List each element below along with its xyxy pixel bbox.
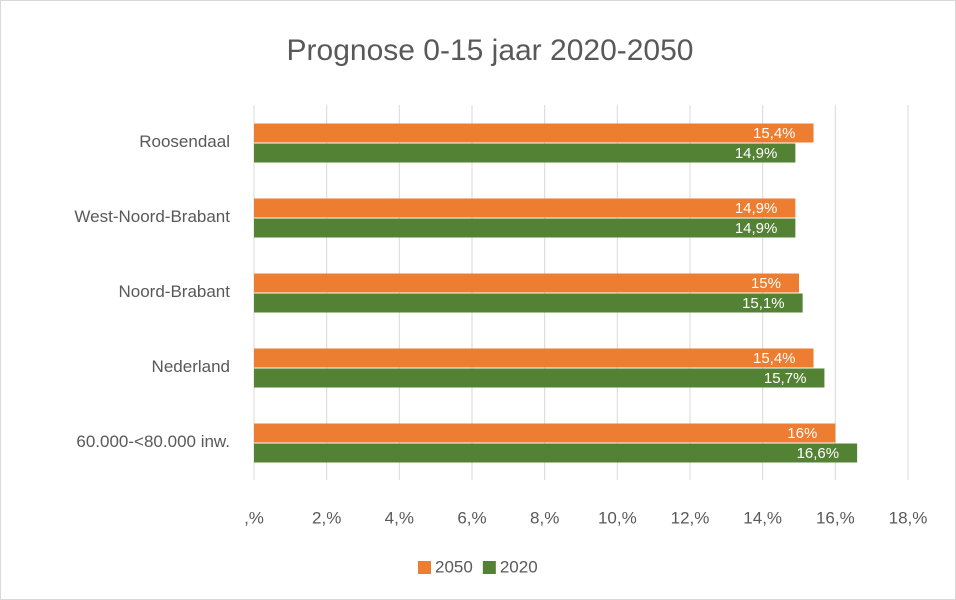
bar [254,423,836,443]
bar [254,143,796,163]
bar [254,443,858,463]
x-tick-label: ,% [244,508,264,527]
legend-swatch [482,561,496,574]
x-tick-label: 2,% [312,508,341,527]
data-label: 16% [787,425,817,442]
x-tick-label: 10,% [598,508,637,527]
y-tick-label: Noord-Brabant [118,282,230,301]
legend-label: 2050 [435,557,473,576]
bar [254,368,825,388]
legend-label: 2020 [500,557,538,576]
x-tick-label: 14,% [743,508,782,527]
data-label: 15,4% [753,350,796,367]
legend-swatch [418,561,431,574]
data-label: 16,6% [797,445,840,462]
x-tick-label: 4,% [385,508,414,527]
bar [254,218,796,238]
x-tick-label: 16,% [816,508,855,527]
y-tick-label: 60.000-<80.000 inw. [76,432,230,451]
data-label: 15,1% [742,295,785,312]
x-tick-label: 18,% [889,508,928,527]
x-tick-label: 6,% [457,508,486,527]
y-tick-label: Roosendaal [139,132,230,151]
data-label: 15,7% [764,370,807,387]
data-label: 14,9% [735,145,778,162]
x-tick-label: 8,% [530,508,559,527]
bar [254,273,799,293]
bar [254,198,796,218]
bar [254,293,803,313]
data-label: 15% [751,275,781,292]
y-tick-label: West-Noord-Brabant [74,207,230,226]
data-label: 14,9% [735,200,778,217]
x-tick-label: 12,% [671,508,710,527]
bar [254,123,814,143]
data-label: 14,9% [735,220,778,237]
y-tick-label: Nederland [152,357,230,376]
chart-title: Prognose 0-15 jaar 2020-2050 [287,34,694,67]
data-label: 15,4% [753,125,796,142]
bar [254,348,814,368]
